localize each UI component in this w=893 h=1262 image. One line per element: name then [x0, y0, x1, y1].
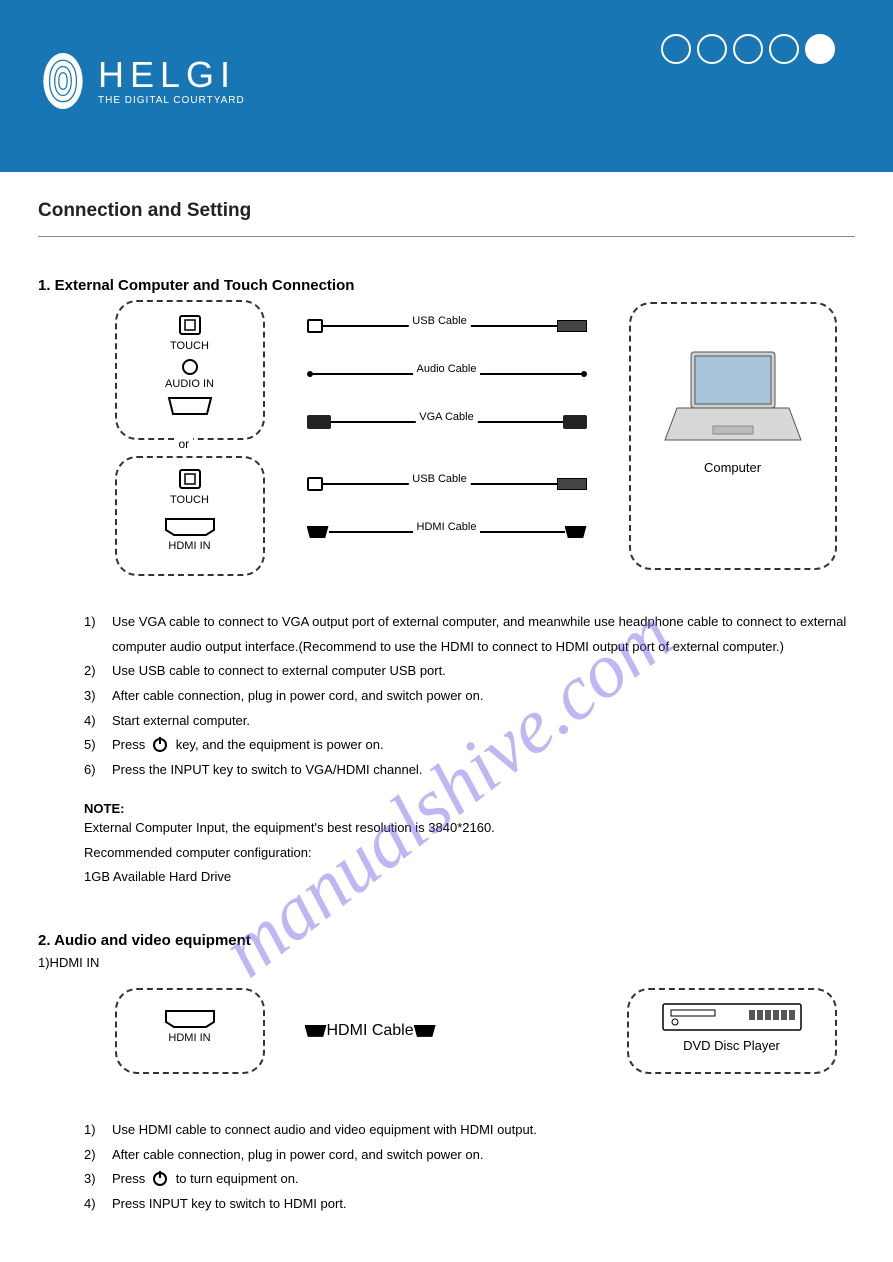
- page-header: HELGI THE DIGITAL COURTYARD: [0, 0, 893, 172]
- hdmi-in-label: HDMI IN: [117, 540, 263, 552]
- step-text: Press the INPUT key to switch to VGA/HDM…: [112, 758, 422, 783]
- connection-diagram-1: TOUCH AUDIO IN or TOUCH HDMI IN USB Cabl…: [67, 300, 827, 590]
- section2-steps: 1)Use HDMI cable to connect audio and vi…: [38, 1118, 855, 1217]
- page-content: manualshive.com Connection and Setting 1…: [0, 172, 893, 1257]
- note-body: External Computer Input, the equipment's…: [38, 816, 855, 890]
- hdmi-port-box: HDMI IN: [115, 988, 265, 1074]
- note-heading: NOTE:: [38, 801, 855, 816]
- dvd-box: DVD Disc Player: [627, 988, 837, 1074]
- cable-stack: USB Cable Audio Cable VGA Cable USB Cabl…: [307, 302, 587, 556]
- step-text: After cable connection, plug in power co…: [112, 684, 483, 709]
- laptop-icon: [663, 344, 803, 454]
- touch-label: TOUCH: [117, 340, 263, 352]
- connection-diagram-2: HDMI IN HDMI Cable DVD Disc Player: [67, 988, 827, 1098]
- circle-icon: [697, 34, 727, 64]
- usb-b-port-icon: [176, 314, 204, 338]
- circle-icon: [805, 34, 835, 64]
- hdmi-cable: HDMI Cable: [307, 508, 587, 556]
- step-text: Press INPUT key to switch to HDMI port.: [112, 1192, 347, 1217]
- audio-cable: Audio Cable: [307, 350, 587, 398]
- usb-cable-2: USB Cable: [307, 460, 587, 508]
- computer-box: Computer: [629, 302, 837, 570]
- computer-label: Computer: [631, 460, 835, 475]
- section2-heading: 2. Audio and video equipment: [38, 932, 855, 949]
- section1-heading: 1. External Computer and Touch Connectio…: [38, 277, 855, 294]
- fingerprint-icon: [42, 52, 84, 110]
- hdmi-cable: HDMI Cable: [305, 1022, 555, 1040]
- vga-port-icon: [163, 394, 217, 418]
- brand-logo: HELGI THE DIGITAL COURTYARD: [42, 52, 245, 110]
- audio-jack-icon: [180, 358, 200, 376]
- or-label: or: [175, 437, 194, 451]
- ports-box-vga: TOUCH AUDIO IN: [115, 300, 265, 440]
- step-text: After cable connection, plug in power co…: [112, 1143, 483, 1168]
- section2-sub: 1)HDMI IN: [38, 955, 855, 970]
- page-title: Connection and Setting: [38, 200, 855, 222]
- dvd-label: DVD Disc Player: [629, 1038, 835, 1053]
- step-text: Press key, and the equipment is power on…: [112, 733, 384, 758]
- step-text: Press to turn equipment on.: [112, 1167, 299, 1192]
- usb-cable: USB Cable: [307, 302, 587, 350]
- hdmi-port-icon: [162, 1008, 218, 1030]
- usb-b-port-icon: [176, 468, 204, 492]
- circle-icon: [733, 34, 763, 64]
- divider: [38, 236, 855, 237]
- audio-in-label: AUDIO IN: [117, 378, 263, 390]
- power-icon: [152, 1170, 168, 1186]
- circle-icon: [661, 34, 691, 64]
- step-text: Use HDMI cable to connect audio and vide…: [112, 1118, 537, 1143]
- touch-label: TOUCH: [117, 494, 263, 506]
- brand-name: HELGI: [98, 57, 245, 93]
- hdmi-in-label: HDMI IN: [117, 1032, 263, 1044]
- ports-box-hdmi: TOUCH HDMI IN: [115, 456, 265, 576]
- header-circles: [661, 34, 835, 64]
- power-icon: [152, 736, 168, 752]
- vga-cable: VGA Cable: [307, 398, 587, 446]
- section1-steps: 1)Use VGA cable to connect to VGA output…: [38, 610, 855, 783]
- dvd-player-icon: [657, 1000, 807, 1036]
- step-text: Use USB cable to connect to external com…: [112, 659, 446, 684]
- step-text: Start external computer.: [112, 709, 250, 734]
- brand-tagline: THE DIGITAL COURTYARD: [98, 95, 245, 106]
- hdmi-port-icon: [162, 516, 218, 538]
- step-text: Use VGA cable to connect to VGA output p…: [112, 610, 855, 659]
- circle-icon: [769, 34, 799, 64]
